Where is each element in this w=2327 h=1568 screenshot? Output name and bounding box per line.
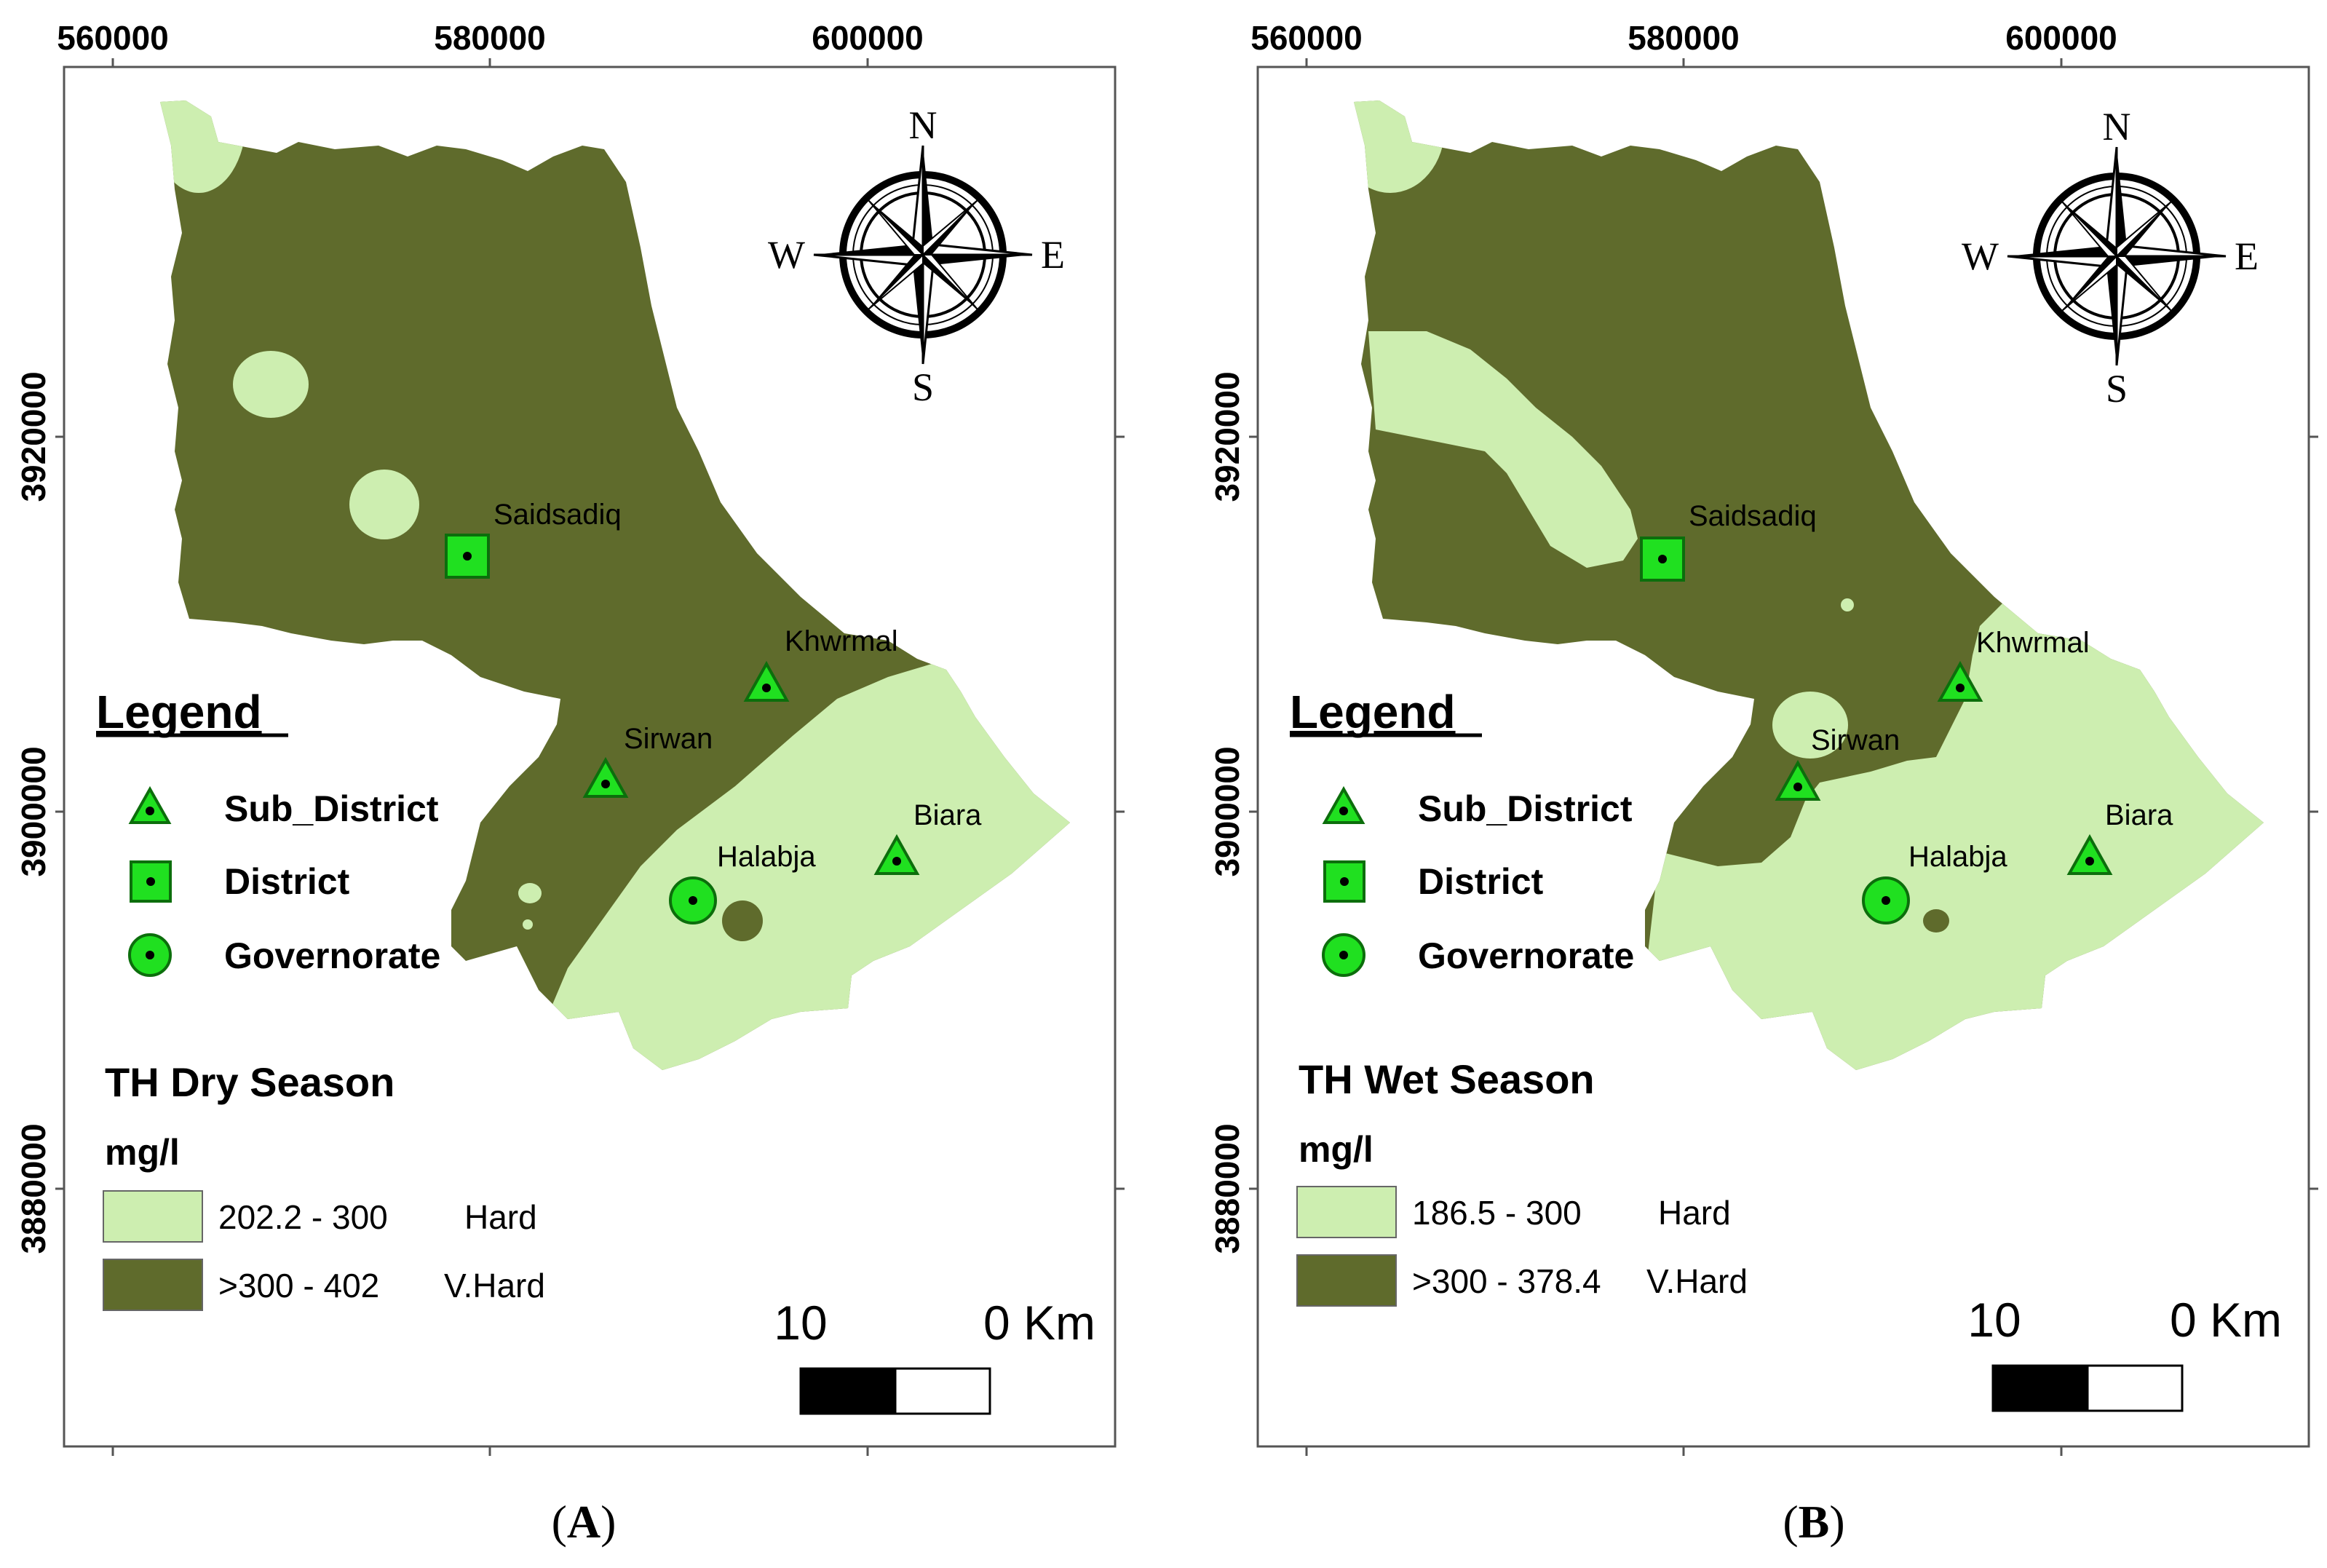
place-label: Halabja [1908, 841, 2007, 873]
legend-item-label: Governorate [1418, 935, 1634, 976]
x-axis-ticks: 560000 580000 600000 [1250, 19, 2117, 1456]
y-tick-label: 3900000 [1208, 746, 1246, 876]
governorate-halabja: Halabja [1862, 841, 2007, 924]
x-axis-ticks: 560000 580000 600000 [57, 19, 924, 1456]
legend-item-label: Sub_District [224, 788, 439, 829]
class-range: 202.2 - 300 [218, 1198, 388, 1236]
class-name: V.Hard [444, 1267, 545, 1304]
class-name: V.Hard [1646, 1262, 1748, 1300]
legend-title: Legend [96, 686, 262, 738]
hard-zone [349, 470, 419, 539]
y-axis-ticks: 3920000 3900000 3880000 [1208, 371, 2318, 1254]
hard-zone [160, 100, 246, 193]
triangle-icon [582, 756, 629, 798]
map-panel-b: 560000 580000 600000 3920000 3900000 388… [1208, 19, 2318, 1548]
place-label: Biara [2105, 799, 2173, 831]
panel-label: (A) [552, 1496, 617, 1548]
legend-season-title: TH Wet Season [1299, 1056, 1595, 1102]
scale-bar: 10 0 Km [774, 1296, 1095, 1415]
class-range: 186.5 - 300 [1412, 1194, 1582, 1232]
subdistrict-sirwan: Sirwan [582, 723, 713, 798]
north-arrow-icon: N S E W [768, 103, 1065, 409]
legend-unit: mg/l [1299, 1129, 1373, 1170]
district-saidsadiq: Saidsadiq [445, 499, 622, 579]
hard-zone [1772, 692, 1848, 759]
legend-season-title: TH Dry Season [105, 1059, 395, 1105]
place-label: Khwrmal [785, 625, 898, 657]
very-hard-swatch [1296, 1254, 1397, 1307]
map-panel-a: 560000 580000 600000 3920000 3900000 388… [15, 19, 1125, 1548]
x-tick-label: 600000 [2005, 19, 2117, 57]
x-tick-label: 560000 [1250, 19, 1363, 57]
x-tick-label: 580000 [434, 19, 546, 57]
scale-label-left: 10 [1967, 1293, 2021, 1347]
subdistrict-sirwan: Sirwan [1775, 724, 1900, 801]
subdistrict-biara: Biara [873, 799, 982, 875]
class-name: Hard [1658, 1194, 1731, 1232]
compass-n: N [2103, 105, 2131, 149]
class-range: >300 - 378.4 [1412, 1262, 1601, 1300]
subdistrict-biara: Biara [2066, 799, 2173, 875]
compass-e: E [1041, 233, 1065, 277]
class-name: Hard [464, 1198, 537, 1236]
hard-swatch [1296, 1186, 1397, 1238]
legend-title: Legend [1290, 686, 1456, 738]
legend-item-label: District [1418, 861, 1544, 902]
compass-s: S [912, 365, 934, 409]
settlements: Saidsadiq Khwrmal Sirwan Biara Halabja [445, 499, 982, 924]
y-tick-label: 3920000 [15, 371, 52, 502]
place-label: Halabja [717, 841, 816, 873]
triangle-icon [743, 660, 790, 702]
place-label: Saidsadiq [1689, 500, 1817, 532]
place-label: Khwrmal [1976, 627, 2090, 659]
subdistrict-khwrmal: Khwrmal [1937, 627, 2090, 702]
place-label: Sirwan [1811, 724, 1900, 756]
subdistrict-khwrmal: Khwrmal [743, 625, 898, 702]
panel-label: (B) [1783, 1496, 1844, 1548]
scale-label-left: 10 [774, 1296, 827, 1350]
legend-item-label: Governorate [224, 935, 440, 976]
triangle-icon [128, 785, 172, 824]
settlements: Saidsadiq Khwrmal Sirwan Biara Halabja [1640, 500, 2173, 924]
x-tick-label: 580000 [1628, 19, 1740, 57]
triangle-icon [1775, 759, 1821, 801]
y-axis-ticks: 3920000 3900000 3880000 [15, 371, 1125, 1254]
y-tick-label: 3880000 [1208, 1123, 1246, 1254]
square-icon [1640, 536, 1685, 582]
triangle-icon [1937, 660, 1983, 702]
compass-w: W [1962, 234, 1999, 278]
y-tick-label: 3880000 [15, 1123, 52, 1254]
y-tick-label: 3900000 [15, 746, 52, 876]
hard-zone [1368, 331, 1638, 568]
legend: Legend Sub_District District Governorate… [96, 686, 545, 1311]
legend-unit: mg/l [105, 1132, 180, 1173]
place-label: Sirwan [624, 723, 713, 755]
x-tick-label: 560000 [57, 19, 169, 57]
class-range: >300 - 402 [218, 1267, 379, 1304]
very-hard-swatch [103, 1259, 203, 1311]
scale-bar: 10 0 Km [1967, 1293, 2282, 1412]
legend-item-label: Sub_District [1418, 788, 1633, 829]
triangle-icon [873, 834, 920, 875]
north-arrow-icon: N S E W [1962, 105, 2259, 411]
y-tick-label: 3920000 [1208, 371, 1246, 502]
triangle-icon [2066, 834, 2113, 875]
legend: Legend Sub_District District Governorate… [1290, 686, 1748, 1307]
scale-label-right: 0 Km [983, 1296, 1095, 1350]
place-label: Saidsadiq [493, 499, 622, 531]
hard-zone [233, 351, 309, 418]
governorate-halabja: Halabja [669, 841, 816, 924]
compass-n: N [909, 103, 937, 147]
place-label: Biara [913, 799, 982, 831]
scale-label-right: 0 Km [2170, 1293, 2282, 1347]
triangle-icon [1322, 785, 1365, 824]
district-saidsadiq: Saidsadiq [1640, 500, 1817, 582]
compass-w: W [768, 233, 805, 277]
compass-s: S [2106, 367, 2128, 411]
x-tick-label: 600000 [812, 19, 924, 57]
compass-e: E [2235, 234, 2259, 278]
hard-swatch [103, 1190, 203, 1243]
legend-item-label: District [224, 861, 350, 902]
